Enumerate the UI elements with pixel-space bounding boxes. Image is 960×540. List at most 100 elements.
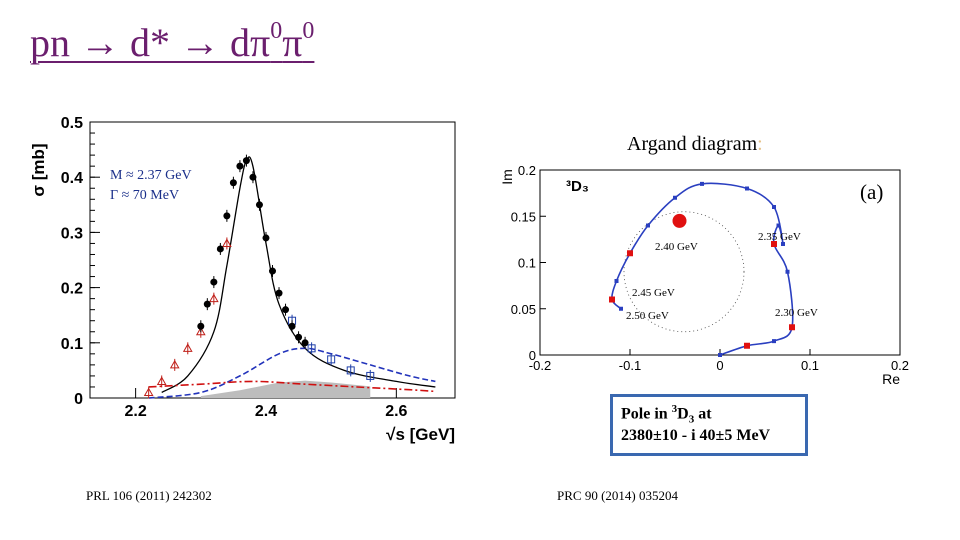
energy-label-2.50: 2.50 GeV xyxy=(626,310,669,322)
y-tick-label: 0 xyxy=(74,391,83,408)
argand-point xyxy=(614,279,619,283)
blue-data-point xyxy=(346,366,355,375)
black-data-point xyxy=(236,162,244,170)
argand-point xyxy=(776,223,781,228)
argand-point xyxy=(718,353,722,357)
argand-x-tick-label: 0.2 xyxy=(891,358,909,373)
black-data-point xyxy=(282,306,290,314)
energy-marker xyxy=(627,250,633,257)
argand-x-tick-label: -0.2 xyxy=(529,358,551,373)
y-tick-label: 0.2 xyxy=(61,281,83,298)
argand-curve-line xyxy=(611,182,794,356)
annotation-width: Γ ≈ 70 MeV xyxy=(110,188,179,203)
red-data-point xyxy=(208,293,219,303)
argand-y-tick-label: 0.15 xyxy=(511,209,536,224)
y-tick-label: 0.5 xyxy=(61,115,83,132)
argand-x-tick-label: 0.1 xyxy=(801,358,819,373)
blue-data-point xyxy=(307,344,316,353)
caption: Argand diagram: xyxy=(627,133,763,155)
background-shading xyxy=(200,380,371,398)
pole-box: Pole in 3D3 at 2380±10 - i 40±5 MeV xyxy=(610,394,808,456)
black-data-point xyxy=(295,333,303,341)
x-tick-label: 2.2 xyxy=(125,403,147,420)
black-data-point xyxy=(275,289,283,297)
black-data-point xyxy=(301,339,309,347)
black-data-point xyxy=(223,212,231,220)
black-data-point xyxy=(255,201,263,209)
pole-line-1: Pole in 3D3 at xyxy=(621,403,712,426)
wave-label: ³D₃ xyxy=(566,178,589,195)
argand-y-tick-label: 0.05 xyxy=(511,302,536,317)
y-tick-label: 0.4 xyxy=(61,170,83,187)
argand-y-tick-label: 0.1 xyxy=(518,256,536,271)
red-dashdot-curve xyxy=(148,380,436,393)
pole-line-2: 2380±10 - i 40±5 MeV xyxy=(621,427,771,444)
ylabel: σ [mb] xyxy=(30,143,48,196)
red-data-point xyxy=(195,326,206,336)
cross-section-axes: 0 0.1 0.2 0.3 0.4 0.5 2.2 2.4 2.6 xyxy=(61,115,408,420)
cross-section-frame xyxy=(89,121,456,399)
resonance-marker xyxy=(672,213,687,228)
energy-marker xyxy=(609,296,615,303)
y-tick-label: 0.3 xyxy=(61,225,83,242)
argand-xlabel: Re xyxy=(882,371,900,387)
energy-marker xyxy=(771,241,777,247)
red-data-point xyxy=(143,387,154,396)
resonance-fit-curve xyxy=(161,156,436,394)
grey-shade xyxy=(200,380,371,398)
red-data-point xyxy=(156,376,167,385)
argand-point xyxy=(646,223,650,228)
reference-left: PRL 106 (2011) 242302 xyxy=(86,488,212,503)
panel-label: (a) xyxy=(860,180,883,204)
dotted-circle xyxy=(623,211,745,333)
argand-point xyxy=(772,205,776,209)
x-tick-label: 2.6 xyxy=(385,403,407,420)
black-data-point xyxy=(269,267,276,275)
argand-plot: 0 0.05 0.1 0.15 0.2 -0.2 -0.1 0 0.1 0.2 Argand di… xyxy=(499,133,909,387)
blue-data-point xyxy=(327,355,336,364)
black-data-point xyxy=(197,322,205,330)
slide-title: pn → d* → dπ0π0 xyxy=(30,18,315,65)
argand-axes: 0 0.05 0.1 0.15 0.2 -0.2 -0.1 0 0.1 0.2 xyxy=(511,163,909,373)
black-data-point xyxy=(262,234,270,242)
argand-x-tick-label: 0 xyxy=(716,358,723,373)
black-data-point xyxy=(229,179,237,187)
cross-section-curves xyxy=(148,156,436,399)
argand-point xyxy=(772,339,776,344)
reference-right: PRC 90 (2014) 035204 xyxy=(557,488,678,503)
argand-curve xyxy=(609,181,795,357)
energy-label-2.35: 2.35 GeV xyxy=(758,231,801,243)
black-data-point xyxy=(210,278,218,286)
argand-y-tick-label: 0 xyxy=(529,348,536,363)
energy-marker xyxy=(744,342,750,349)
y-tick-label: 0.1 xyxy=(61,336,83,353)
argand-ylabel: Im xyxy=(499,169,515,185)
cross-section-points xyxy=(143,154,375,399)
black-data-point xyxy=(203,300,211,308)
argand-y-tick-label: 0.2 xyxy=(518,163,536,178)
argand-point xyxy=(745,186,749,191)
energy-label-2.30: 2.30 GeV xyxy=(775,307,818,319)
red-data-point xyxy=(169,359,180,369)
energy-label-2.40: 2.40 GeV xyxy=(655,241,698,253)
black-data-point xyxy=(216,245,224,253)
xlabel: √s [GeV] xyxy=(386,425,455,444)
annotation-mass: M ≈ 2.37 GeV xyxy=(110,168,192,183)
energy-label-2.45: 2.45 GeV xyxy=(632,287,675,299)
energy-marker xyxy=(789,324,795,331)
argand-point xyxy=(673,195,677,200)
argand-frame xyxy=(539,169,901,356)
argand-point xyxy=(700,181,704,186)
black-data-point xyxy=(242,157,250,165)
black-data-point xyxy=(249,173,257,181)
argand-point xyxy=(619,306,623,311)
argand-point xyxy=(785,269,790,274)
black-data-point xyxy=(288,322,296,330)
blue-data-point xyxy=(366,371,375,380)
red-data-point xyxy=(222,238,232,247)
argand-x-tick-label: -0.1 xyxy=(619,358,641,373)
red-data-point xyxy=(182,343,193,352)
argand-point xyxy=(781,242,785,246)
cross-section-plot: 0 0.1 0.2 0.3 0.4 0.5 2.2 2.4 2.6 σ [mb] √s [GeV… xyxy=(30,115,456,444)
x-tick-label: 2.4 xyxy=(255,403,277,420)
